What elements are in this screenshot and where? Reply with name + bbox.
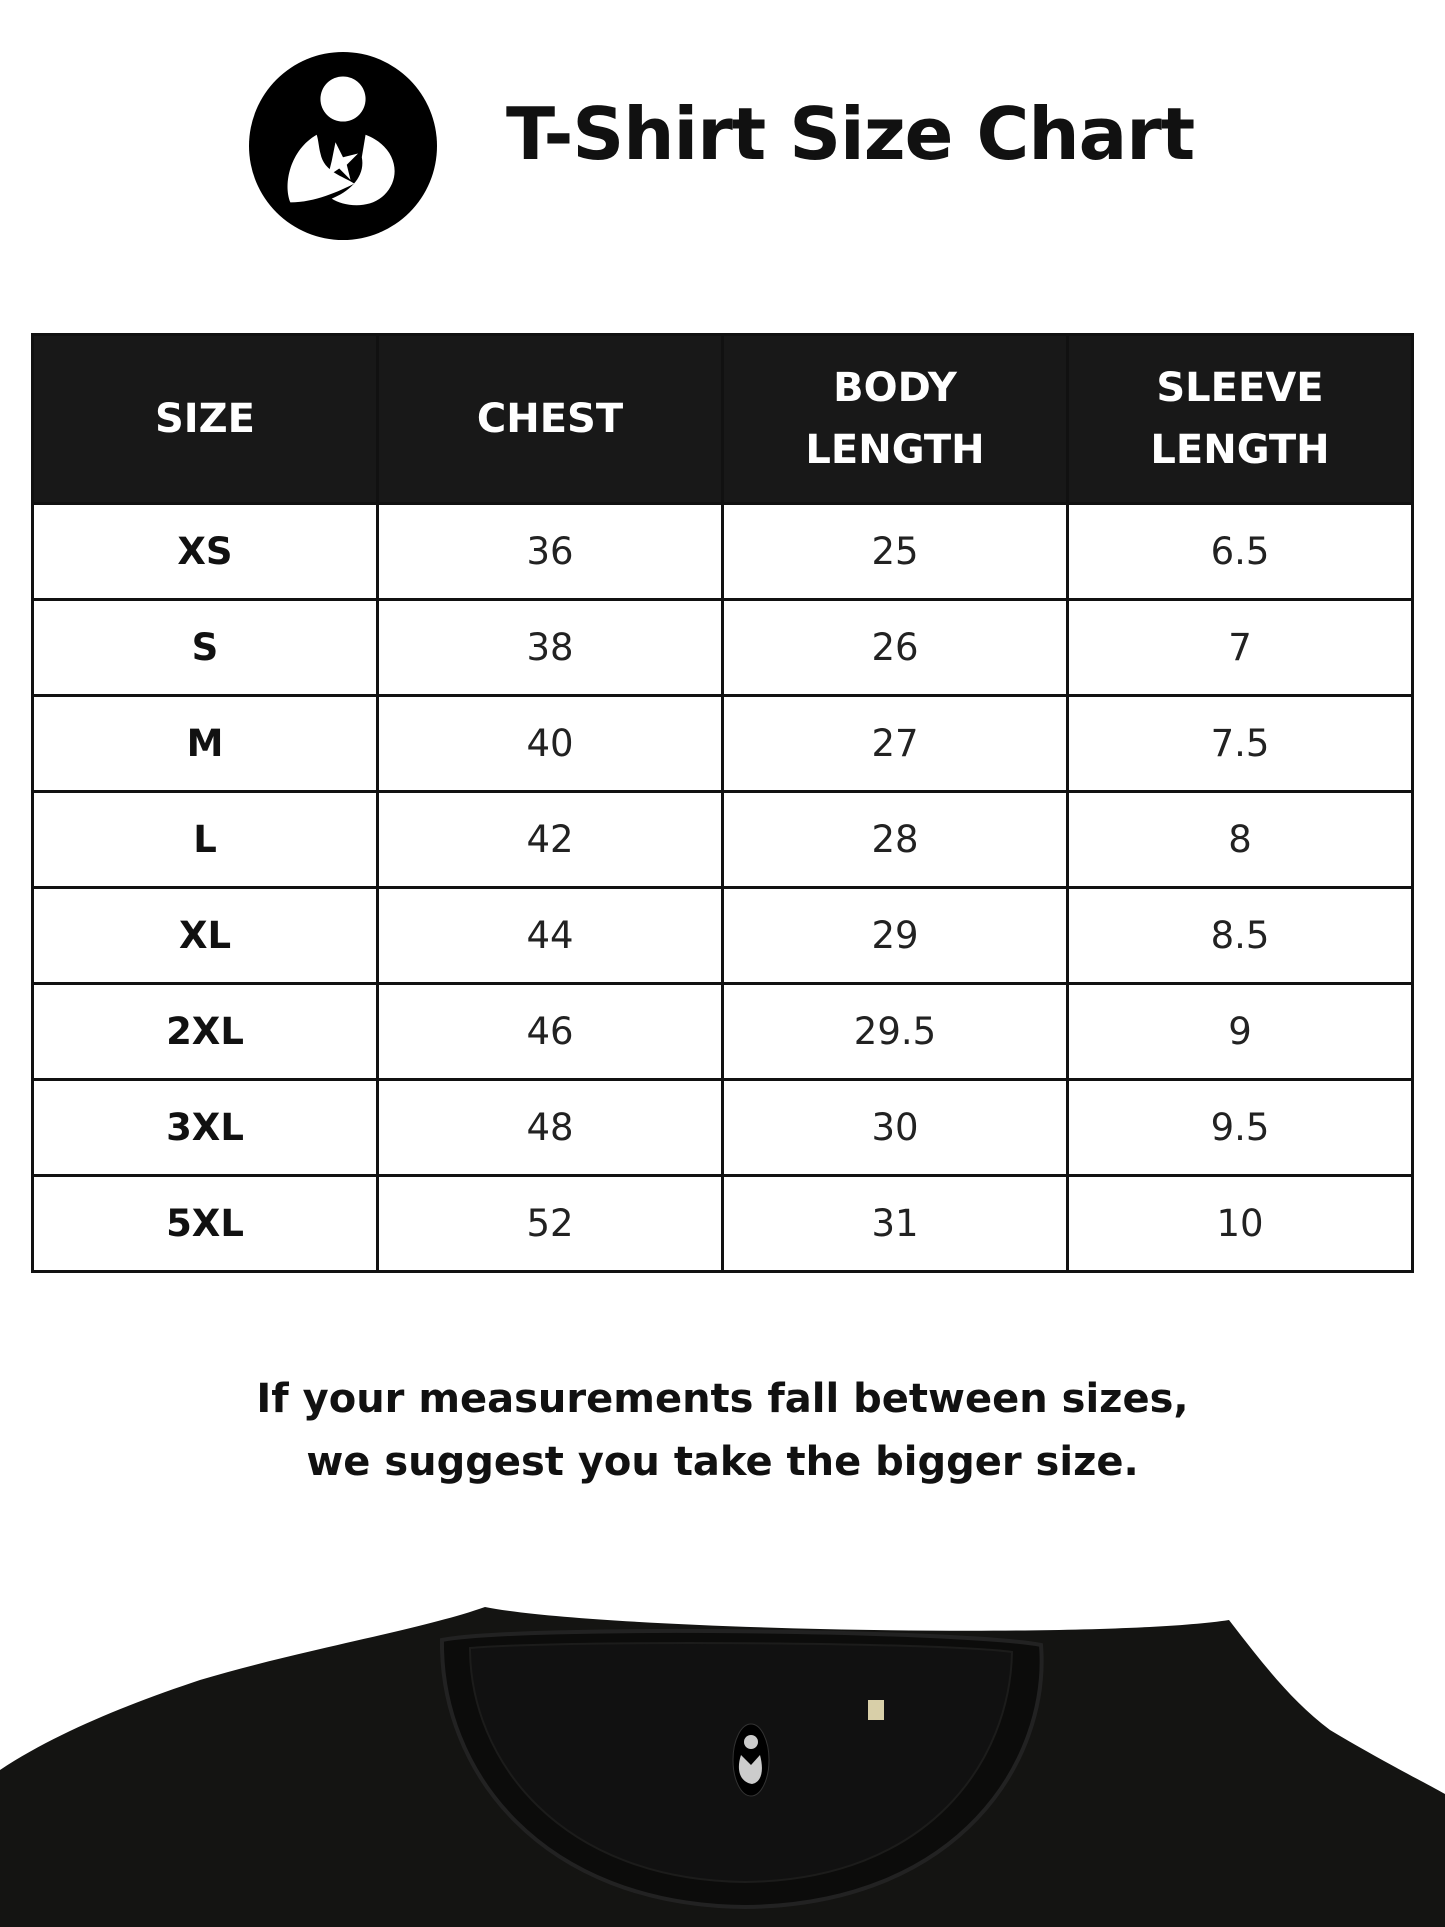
column-header-chest: CHEST (376, 333, 724, 505)
cell-body-length: 29 (721, 886, 1069, 985)
cell-sleeve-length: 8.5 (1066, 886, 1414, 985)
table-row: XS 36 25 6.5 (31, 502, 1414, 601)
cell-chest: 38 (376, 598, 724, 697)
cell-sleeve-length: 9.5 (1066, 1078, 1414, 1177)
cell-sleeve-length: 8 (1066, 790, 1414, 889)
table-row: S 38 26 7 (31, 598, 1414, 697)
cell-chest: 52 (376, 1174, 724, 1273)
table-row: L 42 28 8 (31, 790, 1414, 889)
table-header-row: SIZE CHEST BODY LENGTH SLEEVE LENGTH (31, 333, 1414, 505)
cell-size: L (31, 790, 379, 889)
cell-body-length: 30 (721, 1078, 1069, 1177)
brand-logo (249, 52, 437, 240)
cell-size: XL (31, 886, 379, 985)
cell-chest: 36 (376, 502, 724, 601)
sizing-note: If your measurements fall between sizes,… (256, 1376, 1189, 1485)
cell-size: XS (31, 502, 379, 601)
cell-body-length: 29.5 (721, 982, 1069, 1081)
cell-sleeve-length: 10 (1066, 1174, 1414, 1273)
column-header-body-length: BODY LENGTH (721, 333, 1069, 505)
cell-body-length: 31 (721, 1174, 1069, 1273)
cell-body-length: 28 (721, 790, 1069, 889)
cell-body-length: 27 (721, 694, 1069, 793)
page-title: T-Shirt Size Chart (506, 92, 1195, 176)
size-chart-table: SIZE CHEST BODY LENGTH SLEEVE LENGTH XS 36 2… (31, 333, 1414, 1273)
cell-sleeve-length: 9 (1066, 982, 1414, 1081)
shirt-tag (868, 1700, 884, 1720)
cell-sleeve-length: 7 (1066, 598, 1414, 697)
cell-size: S (31, 598, 379, 697)
cell-size: M (31, 694, 379, 793)
cell-chest: 40 (376, 694, 724, 793)
cell-sleeve-length: 7.5 (1066, 694, 1414, 793)
table-row: 2XL 46 29.5 9 (31, 982, 1414, 1081)
cell-body-length: 25 (721, 502, 1069, 601)
tshirt-image (0, 1607, 1445, 1927)
cell-body-length: 26 (721, 598, 1069, 697)
table-row: 3XL 48 30 9.5 (31, 1078, 1414, 1177)
column-header-size: SIZE (31, 333, 379, 505)
column-header-sleeve-length: SLEEVE LENGTH (1066, 333, 1414, 505)
cell-chest: 42 (376, 790, 724, 889)
cell-chest: 46 (376, 982, 724, 1081)
cell-chest: 44 (376, 886, 724, 985)
cell-size: 3XL (31, 1078, 379, 1177)
table-row: M 40 27 7.5 (31, 694, 1414, 793)
shirt-logo-icon (732, 1723, 770, 1797)
cell-size: 5XL (31, 1174, 379, 1273)
table-row: XL 44 29 8.5 (31, 886, 1414, 985)
cell-sleeve-length: 6.5 (1066, 502, 1414, 601)
cell-size: 2XL (31, 982, 379, 1081)
table-row: 5XL 52 31 10 (31, 1174, 1414, 1273)
cell-chest: 48 (376, 1078, 724, 1177)
